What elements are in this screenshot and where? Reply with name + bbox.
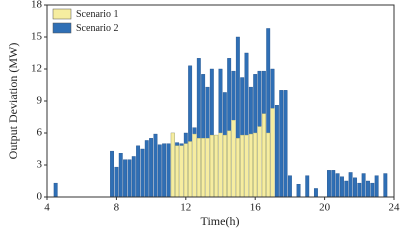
bar	[192, 133, 197, 198]
x-tick-label: 16	[250, 202, 262, 214]
bar	[53, 182, 58, 198]
bar	[327, 170, 331, 198]
bar	[218, 132, 223, 198]
bar	[110, 150, 114, 198]
y-tick-label: 3	[37, 159, 43, 171]
bar	[235, 138, 240, 198]
bar	[144, 140, 149, 198]
bar	[353, 177, 357, 198]
bar	[196, 138, 201, 198]
bar	[166, 143, 171, 198]
bar	[127, 159, 132, 198]
bar	[374, 175, 379, 198]
bar	[305, 175, 310, 198]
bar	[205, 138, 210, 198]
y-tick-label: 12	[31, 63, 42, 75]
bar	[357, 182, 362, 198]
bar	[296, 183, 301, 198]
legend-label: Scenario 2	[76, 23, 119, 34]
x-axis-label: Time(h)	[201, 214, 240, 228]
bar	[248, 133, 253, 198]
bar	[261, 113, 266, 198]
legend-label: Scenario 1	[76, 9, 119, 20]
bar	[179, 145, 184, 198]
bar	[157, 144, 162, 198]
bar	[344, 180, 349, 198]
bar	[136, 145, 141, 198]
bar	[153, 133, 158, 198]
x-tick-label: 8	[114, 202, 120, 214]
bar	[244, 134, 249, 198]
bar	[383, 173, 388, 198]
bar	[188, 141, 193, 198]
bar	[331, 170, 336, 198]
y-tick-label: 9	[37, 95, 43, 107]
bar	[222, 134, 227, 198]
bar	[257, 126, 262, 198]
bar	[183, 143, 188, 198]
bar	[227, 130, 232, 198]
bar	[170, 132, 175, 198]
bar	[270, 108, 275, 198]
bar	[118, 153, 123, 198]
bar	[279, 90, 284, 198]
bar	[287, 175, 292, 198]
bar	[366, 180, 370, 198]
y-tick-label: 0	[37, 191, 43, 203]
bar	[140, 148, 145, 198]
legend-swatch	[52, 22, 72, 34]
bar	[201, 138, 206, 198]
bar	[253, 132, 258, 198]
y-axis-label: Output Deviation (MW)	[6, 43, 20, 160]
bar	[231, 119, 236, 198]
bar	[340, 176, 344, 198]
bar	[123, 159, 128, 198]
legend-swatch	[52, 8, 72, 20]
chart: Time(h) Output Deviation (MW) 4 8 12 16 20 24…	[6, 0, 400, 228]
bar	[266, 132, 271, 198]
bar	[131, 156, 136, 198]
bar	[214, 134, 219, 198]
bar	[348, 172, 353, 198]
bar	[283, 90, 288, 198]
x-tick-label: 20	[319, 202, 331, 214]
bar	[209, 134, 214, 198]
y-tick-label: 18	[31, 0, 43, 11]
bar	[335, 173, 340, 198]
bar	[175, 145, 180, 198]
bar	[114, 166, 119, 198]
bar	[274, 105, 279, 198]
x-tick-label: 12	[180, 202, 191, 214]
bar	[162, 143, 167, 198]
x-tick-label: 4	[44, 202, 50, 214]
x-tick-label: 24	[389, 202, 400, 214]
bar	[240, 134, 245, 198]
bar	[149, 138, 154, 198]
bar	[361, 173, 366, 198]
y-tick-label: 6	[37, 127, 43, 139]
bar	[313, 188, 318, 198]
bar	[370, 182, 375, 198]
y-tick-label: 15	[31, 31, 43, 43]
